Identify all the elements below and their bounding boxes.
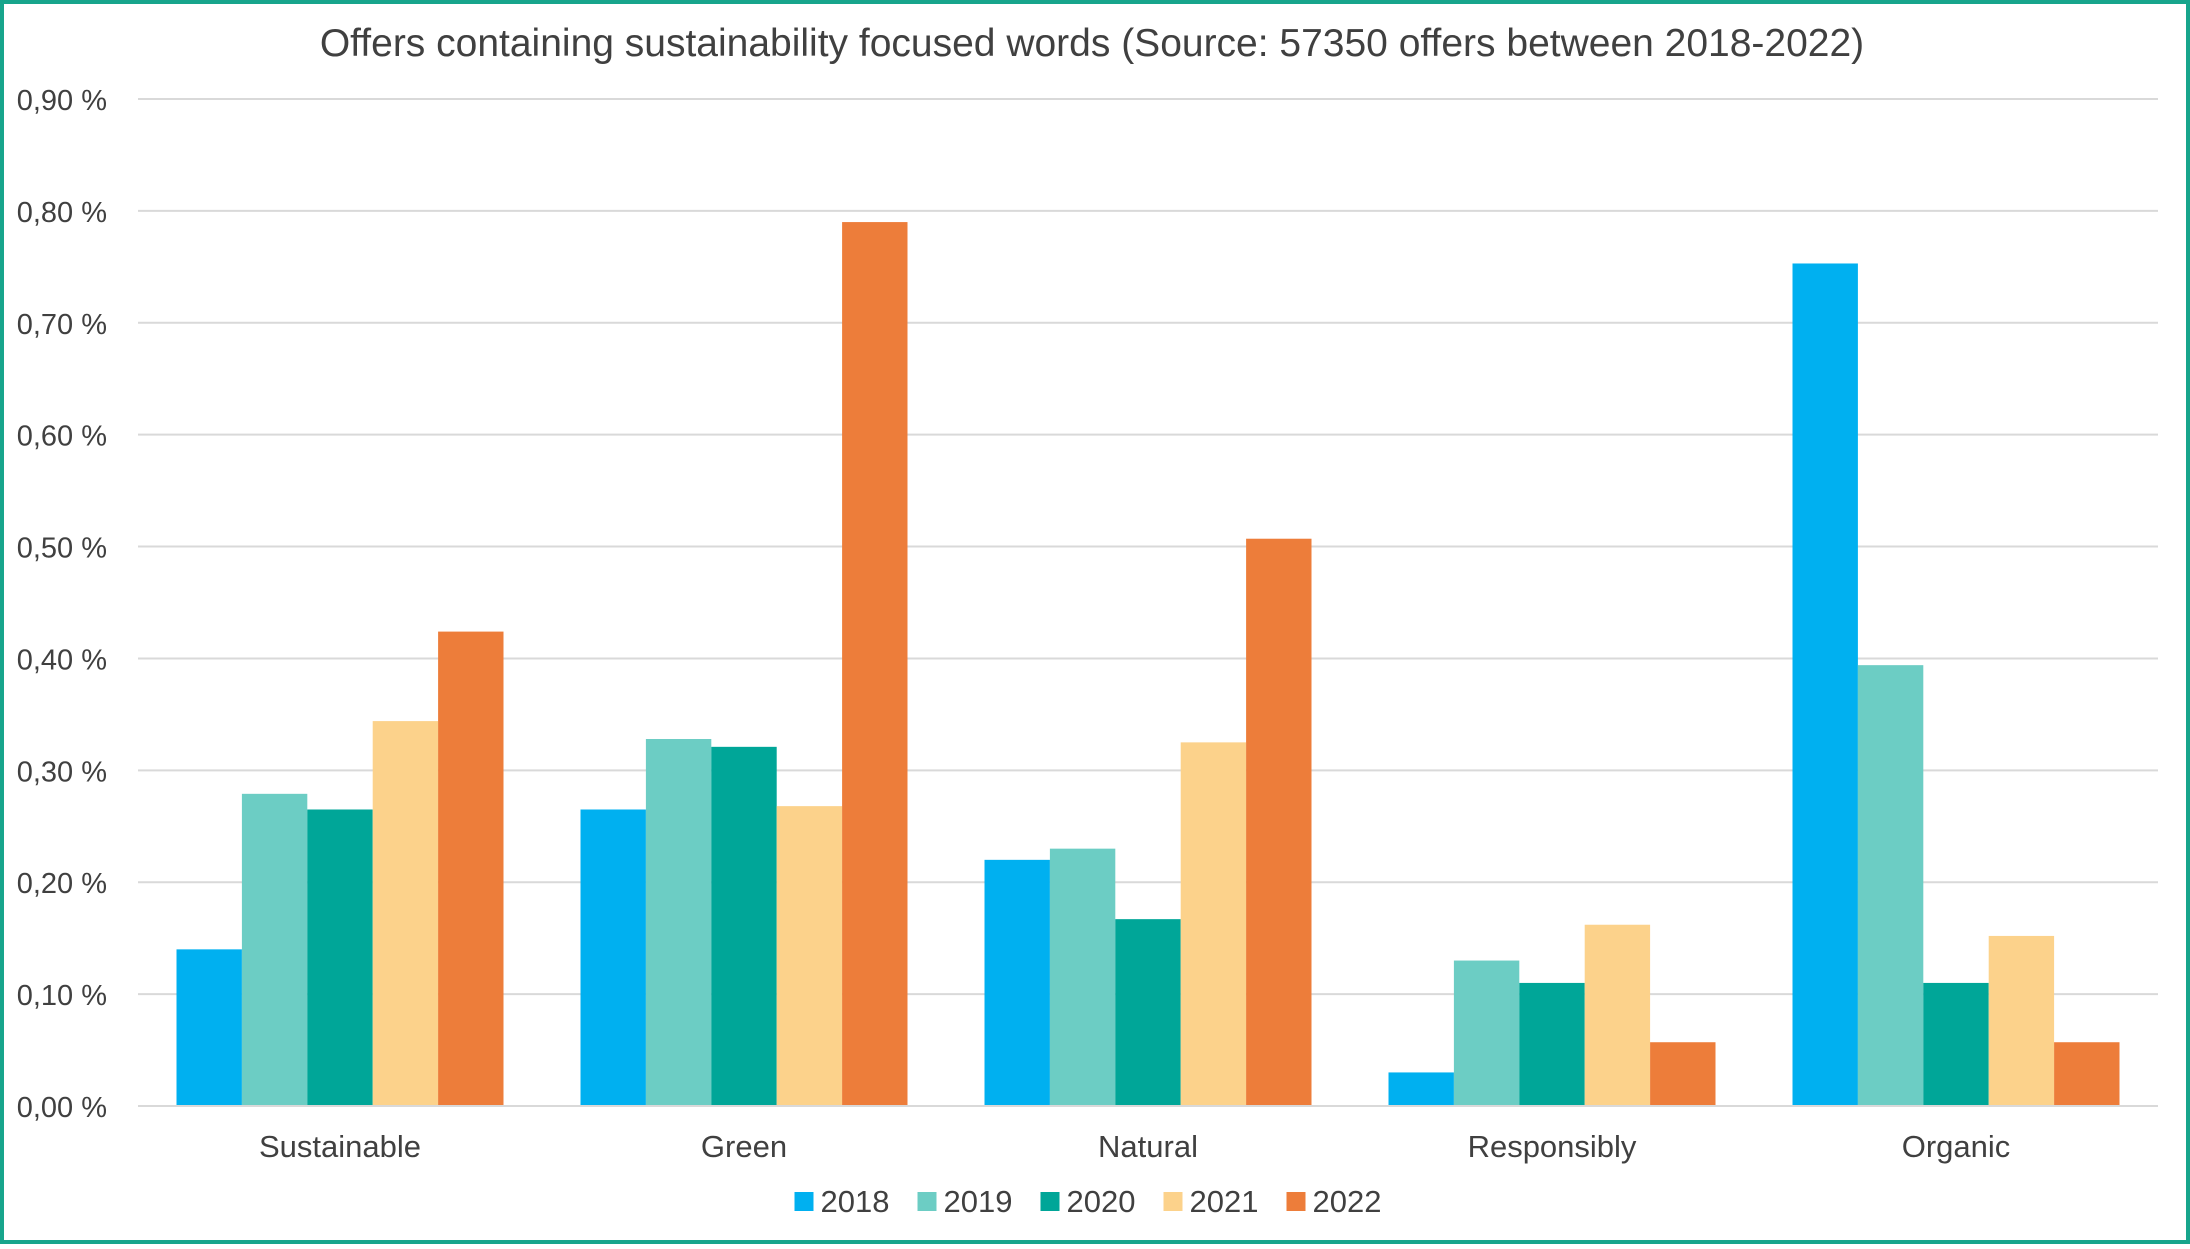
legend-swatch	[794, 1192, 814, 1211]
bar-sustainable-2019	[241, 793, 308, 1106]
legend-swatch	[1040, 1192, 1060, 1211]
y-tick-label: 0,70 %	[17, 309, 107, 341]
bar-responsibly-2018	[1388, 1072, 1454, 1106]
y-tick-label: 0,90 %	[17, 85, 107, 117]
legend-swatch	[1286, 1192, 1306, 1211]
bar-green-2021	[776, 806, 843, 1106]
x-category-label: Responsibly	[1468, 1129, 1637, 1164]
legend-item-2022[interactable]: 2022	[1286, 1184, 1382, 1219]
bar-sustainable-2021	[372, 721, 439, 1106]
bar-natural-2022	[1246, 538, 1312, 1106]
bar-green-2018	[580, 809, 646, 1106]
x-category-label: Organic	[1902, 1129, 2011, 1164]
legend-label: 2022	[1313, 1184, 1382, 1219]
bar-natural-2021	[1180, 742, 1247, 1106]
y-tick-label: 0,60 %	[17, 421, 107, 453]
y-tick-label: 0,80 %	[17, 197, 107, 229]
bar-green-2019	[645, 739, 712, 1106]
x-category-label: Natural	[1098, 1129, 1198, 1164]
y-tick-label: 0,10 %	[17, 980, 107, 1012]
bar-responsibly-2019	[1453, 960, 1520, 1106]
bar-organic-2018	[1792, 263, 1858, 1106]
legend-item-2021[interactable]: 2021	[1163, 1184, 1259, 1219]
bar-green-2022	[842, 222, 908, 1107]
bar-green-2020	[711, 746, 777, 1106]
chart-title: Offers containing sustainability focused…	[320, 22, 1864, 65]
y-tick-label: 0,30 %	[17, 756, 107, 788]
y-tick-label: 0,20 %	[17, 868, 107, 900]
legend[interactable]: 2018 2019 2020 2021 2022	[794, 1184, 1382, 1219]
bar-responsibly-2022	[1650, 1042, 1716, 1106]
y-tick-label: 0,40 %	[17, 644, 107, 676]
bar-natural-2020	[1115, 919, 1181, 1106]
legend-label: 2019	[944, 1184, 1013, 1219]
bar-organic-2019	[1857, 665, 1924, 1106]
x-category-label: Sustainable	[259, 1129, 421, 1164]
legend-swatch	[1163, 1192, 1183, 1211]
x-axis-category-labels: Sustainable Green Natural Responsibly Organi…	[259, 1129, 2010, 1164]
bar-natural-2019	[1049, 848, 1116, 1106]
legend-item-2020[interactable]: 2020	[1040, 1184, 1136, 1219]
bar-responsibly-2020	[1519, 982, 1585, 1106]
bar-organic-2022	[2054, 1042, 2120, 1106]
bar-sustainable-2022	[438, 631, 504, 1106]
legend-label: 2021	[1190, 1184, 1259, 1219]
x-category-label: Green	[701, 1129, 787, 1164]
legend-item-2019[interactable]: 2019	[917, 1184, 1013, 1219]
bar-sustainable-2018	[176, 949, 242, 1106]
legend-label: 2020	[1067, 1184, 1136, 1219]
legend-swatch	[917, 1192, 937, 1211]
bar-organic-2021	[1988, 935, 2055, 1106]
legend-item-2018[interactable]: 2018	[794, 1184, 890, 1219]
y-tick-label: 0,00 %	[17, 1092, 107, 1124]
y-axis-tick-labels: 0,00 % 0,10 % 0,20 % 0,30 % 0,40 % 0,50 % 0,60…	[17, 85, 107, 1124]
bar-organic-2020	[1923, 982, 1989, 1106]
bar-natural-2018	[984, 859, 1050, 1106]
y-tick-label: 0,50 %	[17, 533, 107, 565]
bars	[176, 222, 2120, 1107]
bar-responsibly-2021	[1584, 924, 1651, 1106]
legend-label: 2018	[821, 1184, 890, 1219]
bar-sustainable-2020	[307, 809, 373, 1106]
